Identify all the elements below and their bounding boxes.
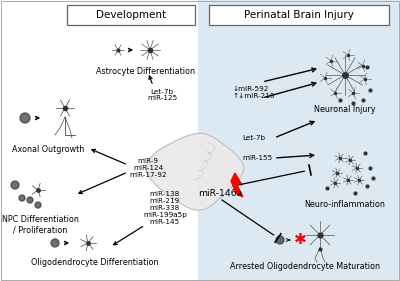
- Text: ✱: ✱: [294, 232, 306, 248]
- Text: miR-155: miR-155: [242, 155, 272, 161]
- Text: miR-138
miR-219
miR-338
miR-199a5p
miR-145: miR-138 miR-219 miR-338 miR-199a5p miR-1…: [143, 191, 187, 225]
- Text: Neuro-inflammation: Neuro-inflammation: [304, 200, 386, 209]
- Text: Arrested Oligodendrocyte Maturation: Arrested Oligodendrocyte Maturation: [230, 262, 380, 271]
- Bar: [0, 0, 198, 281]
- Text: miR-146a: miR-146a: [198, 189, 242, 198]
- Polygon shape: [35, 202, 41, 208]
- Polygon shape: [146, 133, 244, 210]
- Text: Neuronal Injury: Neuronal Injury: [314, 105, 376, 114]
- Text: ↓miR-592
↑↓miR-210: ↓miR-592 ↑↓miR-210: [233, 85, 276, 99]
- Text: NPC Differentiation
/ Proliferation: NPC Differentiation / Proliferation: [2, 215, 78, 234]
- Polygon shape: [11, 181, 19, 189]
- Text: Let-7b
miR-125: Let-7b miR-125: [147, 89, 177, 101]
- Text: Development: Development: [96, 10, 166, 20]
- FancyBboxPatch shape: [67, 5, 195, 25]
- Polygon shape: [19, 195, 25, 201]
- Bar: [198, 0, 400, 281]
- Text: miR-9
miR-124
miR-17-92: miR-9 miR-124 miR-17-92: [129, 158, 167, 178]
- Polygon shape: [27, 197, 33, 203]
- Polygon shape: [276, 236, 284, 244]
- FancyBboxPatch shape: [209, 5, 389, 25]
- Text: Oligodendrocyte Differentiation: Oligodendrocyte Differentiation: [31, 258, 159, 267]
- Polygon shape: [20, 113, 30, 123]
- Polygon shape: [51, 239, 59, 247]
- Text: Astrocyte Differentiation: Astrocyte Differentiation: [96, 67, 194, 76]
- Text: Axonal Outgrowth: Axonal Outgrowth: [12, 145, 84, 154]
- Text: Let-7b: Let-7b: [242, 135, 265, 141]
- Text: Perinatal Brain Injury: Perinatal Brain Injury: [244, 10, 354, 20]
- Polygon shape: [231, 173, 243, 197]
